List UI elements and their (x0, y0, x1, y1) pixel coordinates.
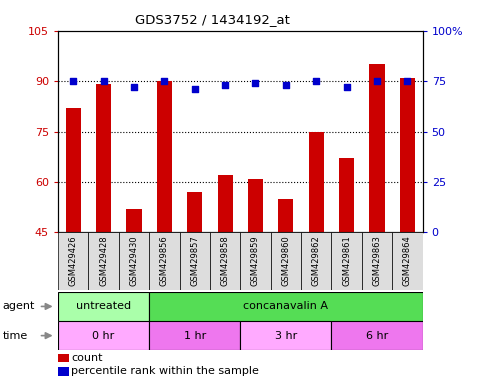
Text: GSM429426: GSM429426 (69, 235, 78, 286)
Point (404, 78, 412, 84)
Text: GSM429430: GSM429430 (129, 235, 139, 286)
Bar (331, 321, 423, 350)
Bar (278, 199, 294, 232)
Text: GSM429861: GSM429861 (342, 235, 351, 286)
Text: GSM429860: GSM429860 (282, 235, 290, 286)
Point (282, 82, 290, 88)
Bar (58, 367, 69, 376)
Bar (369, 64, 384, 232)
Bar (392, 232, 423, 290)
Text: GSM429863: GSM429863 (372, 235, 382, 286)
Bar (58, 354, 69, 362)
Point (191, 86, 199, 92)
Point (313, 78, 320, 84)
Text: GSM429856: GSM429856 (160, 235, 169, 286)
Bar (187, 192, 202, 232)
Point (343, 84, 351, 90)
Bar (149, 232, 180, 290)
Text: GSM429864: GSM429864 (403, 235, 412, 286)
Text: concanavalin A: concanavalin A (243, 301, 328, 311)
Bar (309, 131, 324, 232)
Point (160, 78, 168, 84)
Text: 3 hr: 3 hr (275, 331, 297, 341)
Text: GSM429428: GSM429428 (99, 235, 108, 286)
Text: percentile rank within the sample: percentile rank within the sample (71, 366, 259, 376)
Bar (96, 84, 111, 232)
Bar (88, 232, 119, 290)
Bar (217, 175, 233, 232)
Text: GSM429858: GSM429858 (221, 235, 229, 286)
Text: time: time (2, 331, 28, 341)
Bar (362, 232, 392, 290)
Point (130, 84, 138, 90)
Point (373, 78, 381, 84)
Text: agent: agent (2, 301, 35, 311)
Bar (400, 78, 415, 232)
Bar (149, 321, 241, 350)
Point (69, 78, 77, 84)
Point (252, 80, 259, 86)
Text: GSM429862: GSM429862 (312, 235, 321, 286)
Point (99, 78, 107, 84)
Bar (58, 321, 149, 350)
Bar (270, 232, 301, 290)
Text: GSM429859: GSM429859 (251, 235, 260, 286)
Point (221, 82, 229, 88)
Bar (248, 179, 263, 232)
Bar (58, 292, 149, 321)
Bar (156, 81, 172, 232)
Bar (241, 321, 331, 350)
Bar (58, 232, 88, 290)
Text: 1 hr: 1 hr (184, 331, 206, 341)
Bar (301, 232, 331, 290)
Text: untreated: untreated (76, 301, 131, 311)
Bar (149, 292, 423, 321)
Text: count: count (71, 353, 103, 363)
Bar (210, 232, 241, 290)
Bar (119, 232, 149, 290)
Bar (339, 158, 354, 232)
Bar (66, 108, 81, 232)
Bar (331, 232, 362, 290)
Text: 0 hr: 0 hr (92, 331, 114, 341)
Bar (180, 232, 210, 290)
Text: 6 hr: 6 hr (366, 331, 388, 341)
Bar (241, 232, 270, 290)
Text: GSM429857: GSM429857 (190, 235, 199, 286)
Text: GDS3752 / 1434192_at: GDS3752 / 1434192_at (135, 13, 290, 26)
Bar (127, 209, 142, 232)
